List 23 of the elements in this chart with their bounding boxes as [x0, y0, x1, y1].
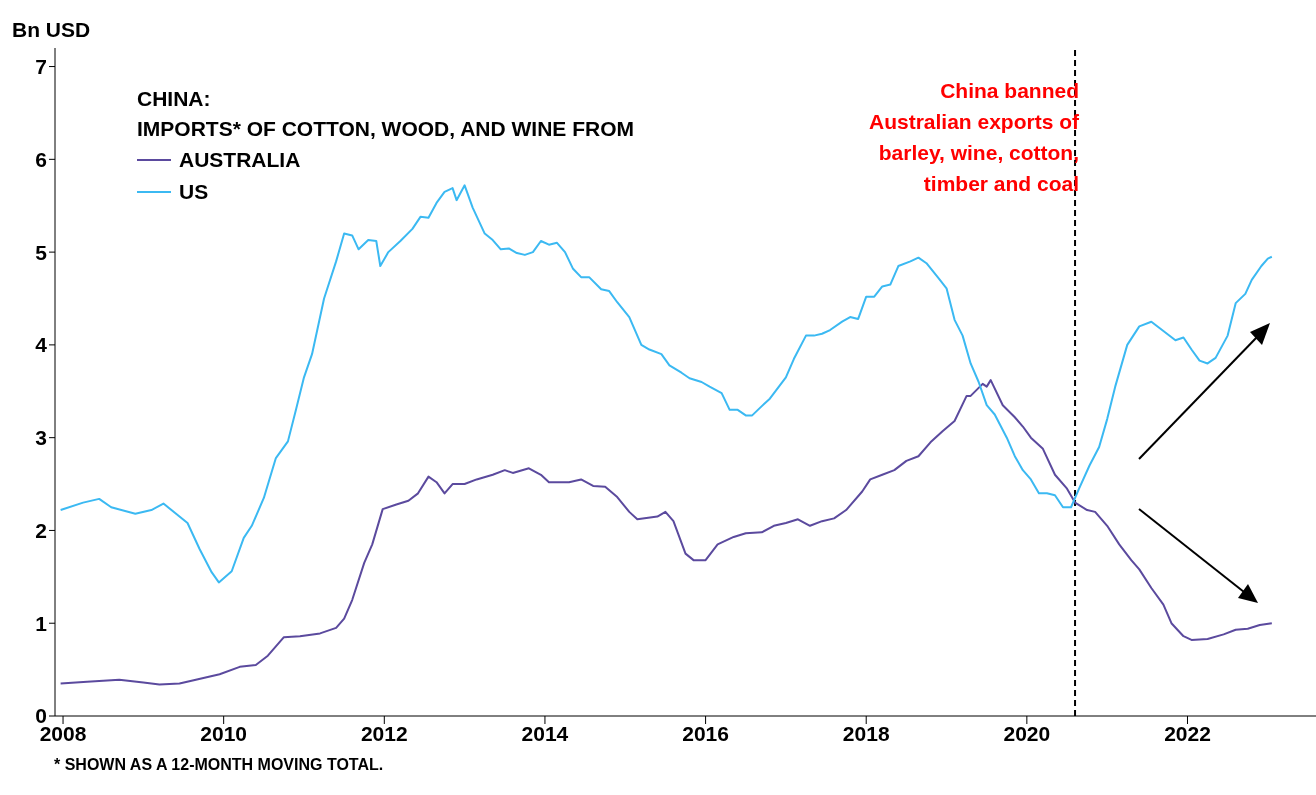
y-axis-title: Bn USD [12, 18, 91, 42]
x-tick-label: 2020 [1003, 721, 1051, 745]
x-tick-label: 2012 [360, 721, 408, 745]
y-tick-label: 0 [35, 704, 47, 728]
x-tick-label: 2016 [682, 721, 729, 745]
y-tick-label: 3 [35, 426, 47, 450]
text: CHINA: [137, 86, 212, 112]
x-tick-label: 2010 [200, 721, 248, 745]
legend-label: AUSTRALIA [179, 147, 301, 173]
x-tick-label: 2022 [1164, 721, 1211, 745]
legend-label: US [179, 179, 209, 205]
text: IMPORTS* OF COTTON, WOOD, AND WINE FROM [137, 116, 634, 142]
ref-line-label: China banned Australian exports of barley, wine, cotton, timber and coal [869, 79, 1081, 195]
y-tick-label: 7 [35, 55, 47, 79]
x-tick-label: 2014 [521, 721, 569, 745]
y-tick-label: 5 [35, 240, 48, 264]
x-tick-label: 2018 [842, 721, 890, 745]
y-tick-label: 6 [35, 147, 47, 171]
line-series [59, 379, 1273, 686]
y-tick-label: 1 [35, 611, 48, 635]
text: * SHOWN AS A 12-MONTH MOVING TOTAL. [54, 756, 384, 774]
y-tick-label: 2 [35, 518, 47, 542]
y-tick-label: 4 [35, 333, 48, 357]
